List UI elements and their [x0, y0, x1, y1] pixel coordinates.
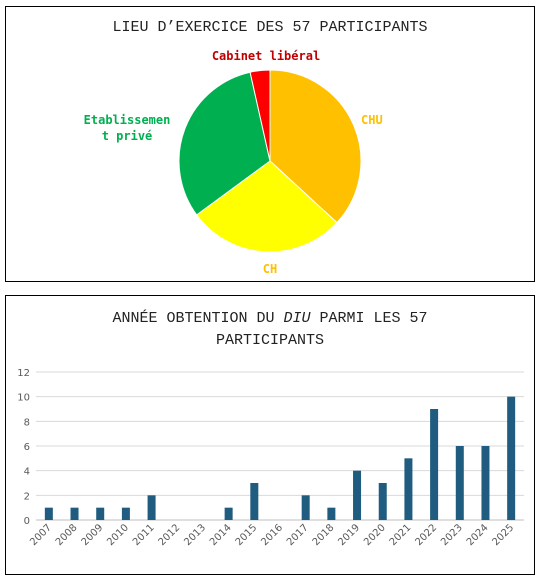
x-tick-label-2015: 2015	[234, 522, 260, 548]
x-tick-label-2010: 2010	[105, 522, 131, 548]
y-tick-label: 10	[17, 393, 30, 404]
x-tick-label-2016: 2016	[259, 522, 285, 548]
x-tick-label-2011: 2011	[131, 522, 157, 548]
x-tick-label-2023: 2023	[439, 522, 465, 548]
x-tick-label-2018: 2018	[311, 522, 337, 548]
bar-2015	[250, 483, 259, 520]
x-tick-label-2012: 2012	[157, 522, 183, 548]
pie-label-cabinet-liberal: Cabinet libéral	[212, 49, 320, 63]
bar-2008	[70, 507, 79, 520]
bar-title-diu: DIU	[283, 310, 311, 327]
bar-2010	[121, 507, 130, 520]
bar-2014	[224, 507, 233, 520]
x-tick-label-2014: 2014	[208, 522, 234, 548]
bar-chart-panel: ANNÉE OBTENTION DU DIU PARMI LES 57 PARTI…	[5, 295, 535, 575]
y-tick-label: 6	[24, 442, 30, 453]
bar-title-line2: PARTICIPANTS	[215, 332, 325, 349]
bar-title-part2: PARMI LES 57	[310, 310, 428, 327]
bar-2017	[301, 495, 310, 520]
bar-chart-title: ANNÉE OBTENTION DU DIU PARMI LES 57 PARTI…	[6, 308, 534, 352]
bar-2022	[430, 409, 439, 520]
x-tick-label-2009: 2009	[80, 522, 106, 548]
y-tick-label: 0	[24, 516, 30, 527]
bar-2025	[507, 396, 516, 520]
y-tick-label: 8	[24, 417, 30, 428]
pie-slice-etablissement-prive	[178, 71, 271, 216]
bar-2020	[378, 483, 387, 520]
x-tick-label-2017: 2017	[285, 522, 311, 548]
bar-2024	[481, 446, 490, 520]
pie-slice-cabinet-liberal	[249, 69, 271, 162]
pie-label-etablissement-prive: Etablissemen t privé	[84, 113, 171, 143]
pie-chart: CHU CH Etablissemen t privé Cabinet libéral	[84, 49, 383, 276]
bar-2011	[147, 495, 156, 520]
bar-2009	[96, 507, 105, 520]
x-tick-label-2013: 2013	[182, 522, 208, 548]
x-tick-label-2025: 2025	[491, 522, 517, 548]
bar-title-part1: ANNÉE OBTENTION DU	[112, 310, 284, 327]
x-tick-label-2019: 2019	[336, 522, 362, 548]
y-tick-label: 12	[17, 368, 30, 379]
x-tick-label-2020: 2020	[362, 522, 388, 548]
bar-2023	[455, 446, 464, 520]
y-tick-label: 2	[24, 491, 30, 502]
bar-2018	[327, 507, 336, 520]
pie-chart-title: LIEU D’EXERCICE DES 57 PARTICIPANTS	[112, 19, 428, 36]
x-tick-label-2022: 2022	[413, 522, 439, 548]
bar-2021	[404, 458, 413, 520]
pie-label-chu: CHU	[361, 113, 383, 127]
x-tick-label-2024: 2024	[465, 522, 491, 548]
pie-label-ch: CH	[263, 262, 277, 276]
pie-chart-panel: LIEU D’EXERCICE DES 57 PARTICIPANTS CHU C…	[5, 6, 535, 282]
x-tick-label-2021: 2021	[388, 522, 414, 548]
bar-2007	[44, 507, 53, 520]
y-tick-label: 4	[24, 467, 30, 478]
x-tick-label-2007: 2007	[28, 522, 54, 548]
pie-slice-ch	[195, 160, 338, 253]
pie-slice-chu	[269, 69, 362, 224]
x-tick-label-2008: 2008	[54, 522, 80, 548]
bar-2019	[353, 470, 362, 520]
